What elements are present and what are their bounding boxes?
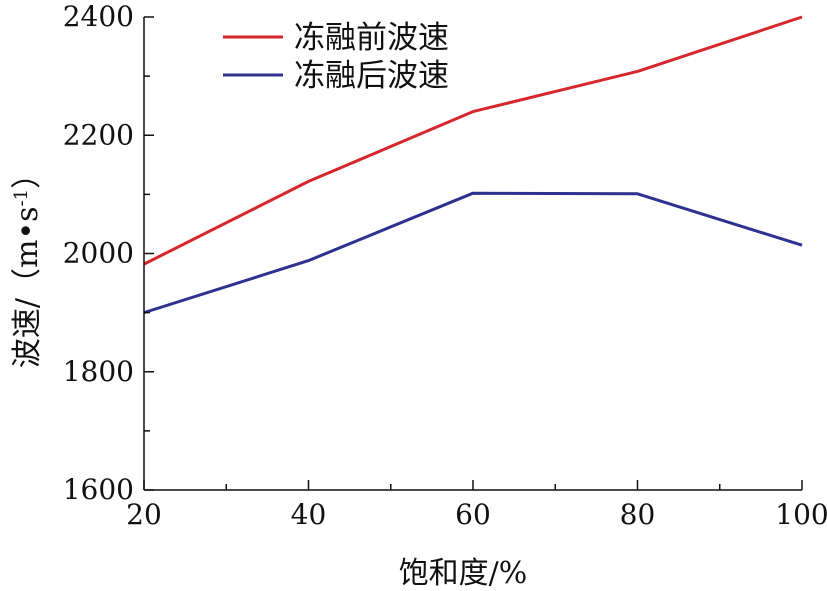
y-tick-label: 1800	[63, 355, 134, 388]
x-axis-title: 饱和度/%	[399, 556, 528, 591]
legend-label: 冻融后波速	[294, 58, 449, 94]
ticks: 20 40 60 80 100 1600 1800 2000 2200 2400	[63, 0, 827, 531]
y-tick-label: 2200	[63, 118, 134, 151]
x-tick-label: 20	[126, 498, 162, 531]
series-line	[143, 191, 803, 315]
y-tick-label: 2000	[63, 237, 134, 270]
axes	[143, 17, 802, 491]
y-axis-title-end: ）	[10, 159, 45, 189]
plot-area	[143, 15, 803, 315]
y-axis-title-main: 波速/（m•s	[10, 206, 45, 368]
series-line	[143, 15, 803, 266]
x-tick-label: 80	[620, 498, 656, 531]
legend-label: 冻融前波速	[294, 20, 449, 56]
y-axis-title-superscript: -1	[11, 189, 32, 207]
y-axis-title: 波速/（m•s-1）	[10, 159, 45, 368]
x-tick-label: 40	[291, 498, 327, 531]
y-tick-label: 2400	[63, 0, 134, 33]
y-tick-label: 1600	[63, 473, 134, 506]
x-tick-label: 60	[455, 498, 491, 531]
x-tick-label: 100	[775, 498, 827, 531]
